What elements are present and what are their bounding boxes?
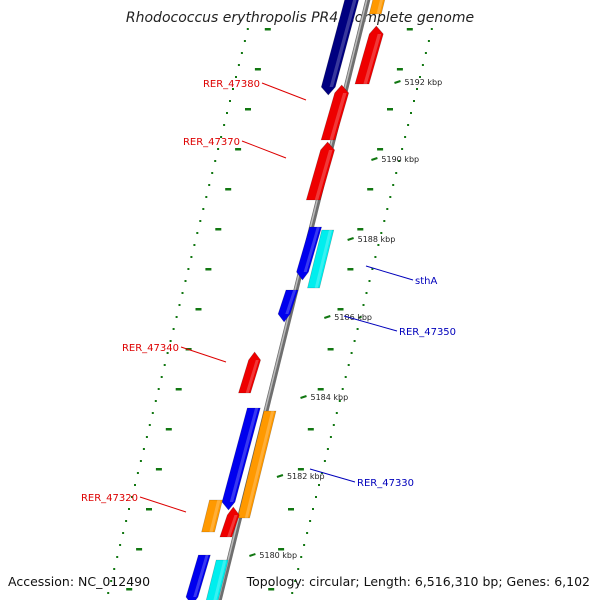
tick-mark: [394, 80, 401, 84]
gene-labels: RER_47380 RER_47370 RER_47340 RER_47320 sthA…: [81, 79, 456, 504]
gene-orange-top[interactable]: [368, 0, 386, 15]
tick-label: 5180 kbp: [259, 551, 297, 560]
gene-cyan-sthA-shine: [314, 230, 332, 288]
gene-features: [185, 0, 386, 600]
label-leader-line: [139, 496, 187, 513]
tick-mark: [249, 553, 256, 557]
gene-orange-47330-shine: [244, 411, 275, 518]
gene-red-47370-shine: [314, 150, 333, 200]
gene-red-47380b-shine: [363, 34, 382, 84]
tick-mark: [371, 157, 378, 161]
gene-cyan-bottom[interactable]: [205, 559, 229, 600]
label-leaders: [139, 82, 414, 513]
gene-cyan-sthA[interactable]: [307, 229, 335, 289]
gene-label[interactable]: RER_47370: [183, 137, 240, 148]
label-leader-line: [180, 346, 227, 363]
tick-label: 5186 kbp: [334, 313, 372, 322]
label-leader-line: [309, 468, 356, 483]
label-leader-line: [241, 140, 287, 159]
gene-label[interactable]: RER_47320: [81, 493, 138, 504]
gene-label[interactable]: RER_47350: [399, 327, 456, 338]
gene-blue-sthA-a-shine: [303, 227, 320, 272]
gene-label[interactable]: RER_47340: [122, 343, 179, 354]
gene-orange-top-shine: [376, 0, 383, 14]
gene-blue-sthA-a[interactable]: [296, 226, 322, 281]
label-leader-line: [343, 315, 398, 332]
tick-label: 5188 kbp: [358, 235, 396, 244]
gene-orange-47330[interactable]: [237, 410, 277, 519]
gene-blue-47350-shine: [285, 290, 297, 314]
accession-text: Accession: NC_012490: [8, 574, 151, 589]
tick-label: 5184 kbp: [311, 393, 349, 402]
gene-blue-bottom[interactable]: [185, 554, 211, 600]
gene-navy-47380-shine: [329, 0, 357, 87]
gene-blue-47350[interactable]: [277, 289, 299, 323]
gene-blue-bottom-shine: [193, 555, 209, 597]
gene-red-47380b[interactable]: [354, 25, 384, 85]
gene-red-47370[interactable]: [305, 141, 335, 201]
gene-label[interactable]: RER_47380: [203, 79, 260, 90]
gene-label[interactable]: sthA: [415, 276, 437, 287]
gene-navy-47380[interactable]: [320, 0, 360, 96]
gene-red-47380-shine: [329, 93, 347, 140]
guide-dots: [107, 28, 433, 594]
gene-red-47380[interactable]: [320, 84, 350, 141]
tick-mark: [300, 395, 307, 399]
tick-label: 5190 kbp: [381, 155, 419, 164]
gene-red-47320[interactable]: [219, 506, 240, 538]
gene-orange-47320[interactable]: [201, 499, 223, 533]
gene-blue-47330a[interactable]: [221, 407, 261, 511]
tick-mark: [347, 237, 354, 241]
scale-ticks: 5180 kbp 5182 kbp 5184 kbp 5186 kbp 5188 kbp…: [249, 78, 442, 560]
gene-red-47340[interactable]: [238, 351, 261, 394]
tick-label: 5182 kbp: [287, 472, 325, 481]
map-title: Rhodococcus erythropolis PR4, complete g…: [125, 10, 475, 26]
gene-blue-47330a-shine: [229, 408, 259, 502]
tick-label: 5192 kbp: [404, 78, 442, 87]
label-leader-line: [365, 265, 414, 281]
tick-mark: [276, 474, 284, 478]
gene-red-47320-shine: [227, 515, 238, 537]
topology-text: Topology: circular; Length: 6,516,310 bp…: [246, 574, 590, 589]
gene-cyan-bottom-shine: [213, 560, 227, 600]
tick-mark: [323, 315, 331, 319]
label-leader-line: [261, 82, 307, 101]
gene-orange-47320-shine: [209, 500, 221, 532]
gene-red-47340-shine: [245, 360, 259, 393]
gene-label[interactable]: RER_47330: [357, 478, 414, 489]
